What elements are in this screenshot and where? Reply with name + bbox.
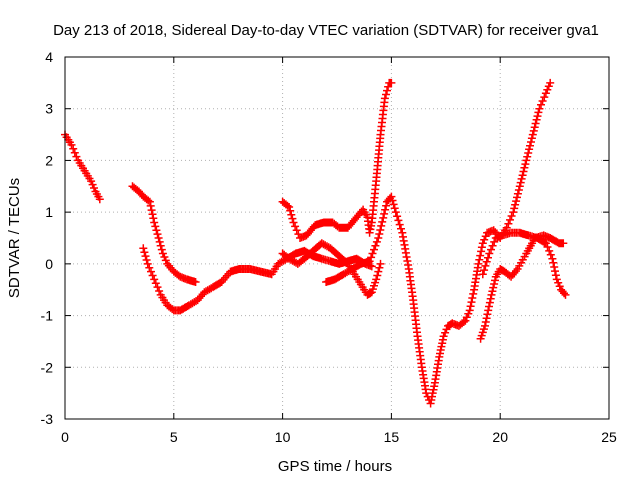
x-tick-label: 10 (275, 429, 291, 445)
y-tick-label: 4 (45, 49, 53, 65)
y-tick-label: -3 (41, 411, 54, 427)
axis-ticks: 0 5 10 15 20 25 -3 -2 -1 0 1 2 3 4 (41, 49, 617, 445)
y-tick-label: 1 (45, 204, 53, 220)
plot-frame (64, 56, 610, 420)
chart-title: Day 213 of 2018, Sidereal Day-to-day VTE… (53, 22, 599, 39)
series-markers (476, 231, 568, 343)
series-markers (478, 228, 570, 299)
y-tick-label: 0 (45, 256, 53, 272)
x-tick-label: 25 (601, 429, 617, 445)
series-6 (322, 78, 555, 408)
series-markers (61, 130, 104, 204)
y-tick-label: 2 (45, 152, 53, 168)
y-tick-label: 3 (45, 101, 53, 117)
series-1 (61, 130, 104, 204)
series-markers (322, 78, 555, 408)
x-tick-label: 5 (170, 429, 178, 445)
x-axis-title: GPS time / hours (278, 458, 392, 475)
series-5 (278, 78, 396, 242)
series-markers (278, 78, 396, 242)
data-points (61, 78, 570, 408)
series-2 (128, 182, 200, 286)
x-tick-label: 15 (384, 429, 400, 445)
y-axis-title: SDTVAR / TECUs (6, 178, 23, 298)
series-markers (128, 182, 200, 286)
y-tick-label: -2 (41, 359, 54, 375)
series-8 (478, 228, 570, 299)
series-7 (476, 231, 568, 343)
y-tick-label: -1 (41, 308, 54, 324)
x-tick-label: 0 (61, 429, 69, 445)
x-tick-label: 20 (492, 429, 508, 445)
